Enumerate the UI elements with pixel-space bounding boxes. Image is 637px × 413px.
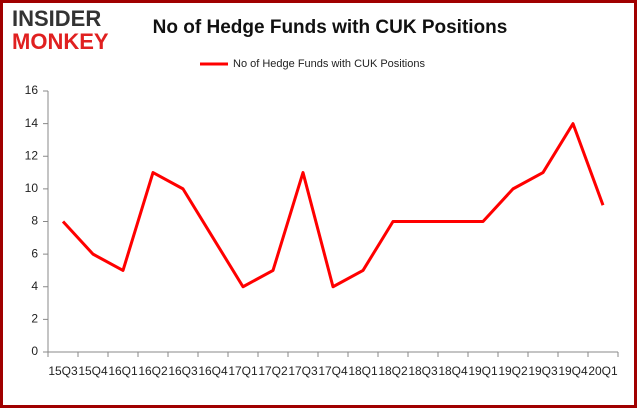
- x-tick-label: 19Q1: [468, 364, 498, 378]
- x-tick-label: 19Q2: [498, 364, 528, 378]
- x-tick-label: 15Q4: [78, 364, 108, 378]
- logo-line1: INSIDER: [12, 6, 101, 31]
- x-tick-label: 16Q1: [108, 364, 138, 378]
- y-tick-label: 14: [25, 116, 39, 130]
- x-tick-label: 18Q3: [408, 364, 438, 378]
- y-tick-label: 2: [31, 312, 38, 326]
- x-tick-label: 16Q4: [198, 364, 228, 378]
- x-tick-label: 18Q4: [438, 364, 468, 378]
- x-tick-label: 17Q1: [228, 364, 258, 378]
- x-tick-label: 15Q3: [48, 364, 78, 378]
- x-tick-label: 17Q2: [258, 364, 288, 378]
- y-tick-label: 6: [31, 246, 38, 260]
- x-tick-label: 18Q1: [348, 364, 378, 378]
- x-tick-label: 19Q3: [528, 364, 558, 378]
- x-tick-label: 17Q4: [318, 364, 348, 378]
- logo-line2: MONKEY: [12, 29, 109, 54]
- y-tick-label: 10: [25, 181, 39, 195]
- y-tick-label: 16: [25, 83, 39, 97]
- y-tick-label: 4: [31, 279, 38, 293]
- line-series: [61, 122, 605, 289]
- x-tick-label: 16Q2: [138, 364, 168, 378]
- y-tick-label: 0: [31, 344, 38, 358]
- x-tick-label: 17Q3: [288, 364, 318, 378]
- x-tick-label: 18Q2: [378, 364, 408, 378]
- y-tick-label: 8: [31, 214, 38, 228]
- x-tick-label: 16Q3: [168, 364, 198, 378]
- legend-label: No of Hedge Funds with CUK Positions: [233, 58, 425, 70]
- x-tick-label: 20Q1: [588, 364, 618, 378]
- x-tick-label: 19Q4: [558, 364, 588, 378]
- chart-title: No of Hedge Funds with CUK Positions: [153, 17, 508, 38]
- y-tick-label: 12: [25, 148, 39, 162]
